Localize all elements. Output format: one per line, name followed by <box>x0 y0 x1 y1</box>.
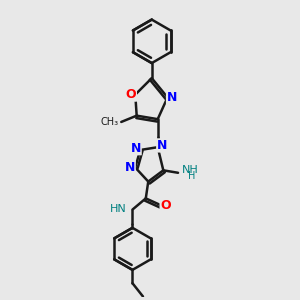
Text: NH: NH <box>182 165 198 175</box>
Text: N: N <box>157 139 167 152</box>
Text: H: H <box>188 171 195 181</box>
Text: O: O <box>160 199 171 212</box>
Text: O: O <box>126 88 136 101</box>
Text: HN: HN <box>110 204 126 214</box>
Text: N: N <box>167 91 177 104</box>
Text: N: N <box>125 161 135 174</box>
Text: N: N <box>131 142 141 155</box>
Text: CH₃: CH₃ <box>100 117 118 127</box>
